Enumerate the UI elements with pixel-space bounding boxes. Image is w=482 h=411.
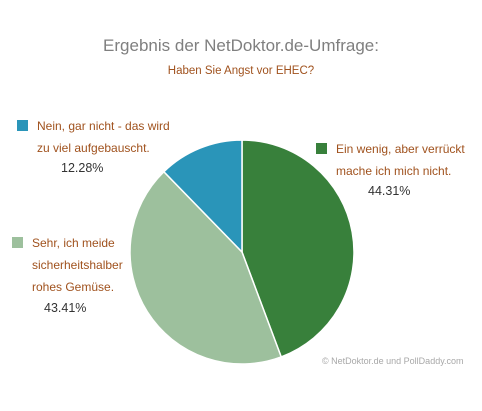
chart-title: Ergebnis der NetDoktor.de-Umfrage: [103, 36, 379, 55]
legend-label-line: mache ich mich nicht. [336, 164, 452, 178]
pie-slice-nein [162, 139, 243, 254]
copyright-credit: © NetDoktor.de und PollDaddy.com [322, 356, 464, 366]
legend-swatch-ein-wenig [316, 143, 327, 154]
legend-label-line: Ein wenig, aber verrückt [336, 142, 465, 156]
legend-label-line: sicherheitshalber [32, 258, 123, 272]
chart-subtitle: Haben Sie Angst vor EHEC? [167, 65, 315, 77]
percent-label-ein-wenig: 44.31% [368, 184, 411, 198]
legend-swatch-sehr [12, 237, 23, 248]
legend-label-line: zu viel aufgebauscht. [37, 141, 150, 155]
percent-label-sehr: 43.41% [44, 301, 87, 315]
legend-swatch-nein [17, 120, 28, 131]
pie-slice-ein-wenig [241, 139, 355, 358]
percent-label-nein: 12.28% [61, 161, 104, 175]
legend-label-line: Sehr, ich meide [32, 236, 115, 250]
legend-label-line: rohes Gemüse. [32, 280, 115, 294]
legend-label-line: Nein, gar nicht - das wird [37, 119, 170, 133]
pie-slice-sehr [129, 170, 283, 365]
